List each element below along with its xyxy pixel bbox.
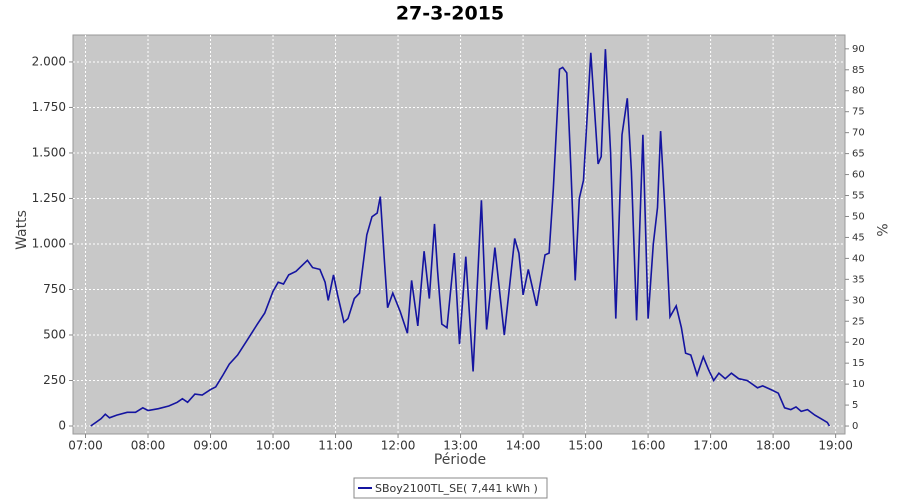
x-tick-label: 09:00 bbox=[193, 439, 228, 453]
y2-tick-label: 50 bbox=[852, 211, 865, 222]
y2-tick-label: 60 bbox=[852, 170, 865, 181]
x-tick-label: 15:00 bbox=[568, 439, 603, 453]
chart-title: 27-3-2015 bbox=[396, 3, 504, 25]
y-tick-label: 750 bbox=[43, 282, 66, 296]
y-tick-label: 1.500 bbox=[32, 145, 66, 159]
y-tick-label: 1.250 bbox=[32, 191, 66, 205]
legend bbox=[353, 477, 548, 499]
x-tick-label: 16:00 bbox=[631, 439, 666, 453]
y-axis-label: Watts bbox=[14, 210, 30, 250]
y2-tick-label: 75 bbox=[852, 107, 865, 118]
y2-tick-label: 55 bbox=[852, 191, 865, 202]
y2-tick-label: 40 bbox=[852, 253, 865, 264]
y-tick-label: 250 bbox=[43, 373, 66, 387]
y2-tick-label: 90 bbox=[852, 44, 865, 55]
x-tick-label: 12:00 bbox=[381, 439, 416, 453]
y2-tick-label: 20 bbox=[852, 337, 865, 348]
data-line bbox=[90, 49, 831, 427]
y2-tick-label: 65 bbox=[852, 149, 865, 160]
y2-tick-label: 45 bbox=[852, 232, 865, 243]
x-tick-label: 07:00 bbox=[68, 439, 103, 453]
x-tick-label: 14:00 bbox=[506, 439, 541, 453]
y2-tick-label: 15 bbox=[852, 358, 865, 369]
y2-tick-label: 10 bbox=[852, 379, 865, 390]
y2-tick-label: 5 bbox=[852, 400, 858, 411]
y-tick-label: 500 bbox=[43, 327, 66, 341]
y2-tick-label: 30 bbox=[852, 295, 865, 306]
y2-tick-label: 70 bbox=[852, 128, 865, 139]
y2-tick-label: 0 bbox=[852, 421, 858, 432]
y-tick-label: 1.750 bbox=[32, 100, 66, 114]
legend-label: SBoy2100TL_SE( 7,441 kWh ) bbox=[375, 482, 538, 495]
y-tick-label: 0 bbox=[58, 418, 66, 432]
x-tick-label: 10:00 bbox=[256, 439, 291, 453]
plot-area bbox=[72, 34, 846, 435]
y2-tick-label: 25 bbox=[852, 316, 865, 327]
y2-tick-label: 85 bbox=[852, 65, 865, 76]
x-axis-label: Période bbox=[434, 452, 486, 468]
y-tick-label: 2.000 bbox=[32, 54, 66, 68]
x-tick-label: 08:00 bbox=[131, 439, 166, 453]
x-tick-label: 11:00 bbox=[318, 439, 353, 453]
y2-axis-label: % bbox=[873, 223, 889, 236]
x-tick-label: 19:00 bbox=[818, 439, 853, 453]
x-tick-label: 17:00 bbox=[693, 439, 728, 453]
y2-tick-label: 35 bbox=[852, 274, 865, 285]
y2-tick-label: 80 bbox=[852, 86, 865, 97]
x-tick-label: 13:00 bbox=[443, 439, 478, 453]
x-tick-label: 18:00 bbox=[756, 439, 791, 453]
y-tick-label: 1.000 bbox=[32, 236, 66, 250]
